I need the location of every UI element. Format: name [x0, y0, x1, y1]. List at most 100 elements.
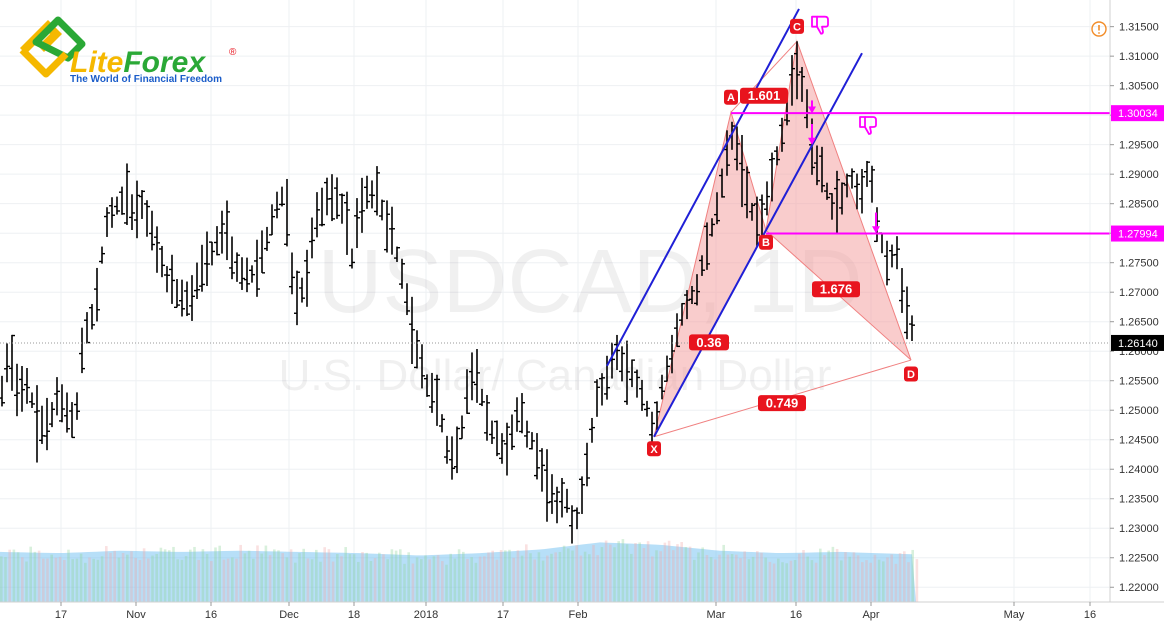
price-bar: [764, 181, 770, 216]
volume-bar: [172, 546, 175, 602]
volume-bar: [226, 558, 230, 602]
trend-channel[interactable]: [606, 8, 863, 438]
price-bar: [864, 160, 870, 187]
price-bar: [159, 245, 165, 278]
volume-bar: [701, 547, 704, 602]
price-bar: [144, 200, 150, 237]
volume-bar: [911, 549, 914, 602]
volume-bar: [445, 564, 448, 602]
price-bar: [449, 436, 455, 480]
price-bar: [454, 426, 460, 474]
price-bar: [69, 402, 75, 439]
volume-bar: [684, 546, 688, 602]
price-tick-label: 1.27500: [1119, 258, 1159, 270]
pattern-ratio-label: 0.749: [766, 396, 799, 411]
price-bar: [909, 315, 915, 341]
price-bar: [859, 168, 865, 214]
pattern-ratio-label: 1.601: [748, 88, 781, 103]
volume-bar: [499, 550, 503, 602]
volume-bar: [541, 560, 545, 602]
price-bar: [104, 207, 110, 237]
price-bar: [319, 187, 325, 227]
volume-bar: [478, 556, 482, 602]
volume-bar: [0, 556, 3, 602]
liteforex-logo: LiteForex ® The World of Financial Freed…: [19, 16, 237, 85]
price-bar: [744, 166, 750, 219]
volume-bar: [231, 557, 234, 602]
pattern-point-b: B: [759, 234, 773, 250]
price-bar: [574, 507, 580, 530]
alert-icon[interactable]: [1091, 21, 1107, 37]
price-bar: [469, 352, 475, 401]
price-bar: [734, 126, 740, 171]
volume-bar: [877, 559, 881, 602]
price-bar: [774, 146, 780, 166]
price-bars: [0, 41, 915, 544]
time-tick-label: May: [1004, 609, 1025, 621]
price-bar: [639, 379, 645, 411]
volume-bar: [848, 556, 851, 602]
volume-bar: [705, 555, 709, 602]
volume-bar: [487, 552, 490, 602]
horizontal-levels[interactable]: [0, 112, 1110, 344]
volume-bar: [743, 551, 746, 602]
volume-bar: [327, 549, 331, 602]
price-bar: [394, 246, 400, 262]
volume-bar: [268, 555, 272, 602]
price-bar: [479, 388, 485, 407]
volume-bar: [441, 561, 444, 602]
price-bar: [714, 192, 720, 225]
price-bar: [244, 257, 250, 293]
price-axis[interactable]: 1.315001.310001.305001.300001.295001.290…: [1109, 0, 1164, 635]
volume-bar: [348, 554, 352, 602]
volume-bar: [898, 553, 902, 602]
price-bar: [534, 433, 540, 480]
price-bar: [374, 166, 380, 216]
time-tick-label: 16: [790, 609, 802, 621]
level-price-tag: 1.27994: [1111, 225, 1164, 242]
volume-bar: [718, 554, 721, 602]
volume-bar: [617, 541, 620, 602]
volume-bar: [907, 562, 910, 602]
price-tick-label: 1.23500: [1119, 494, 1159, 506]
volume-bar: [831, 546, 835, 602]
volume-bar: [915, 559, 919, 602]
price-bar: [169, 254, 175, 304]
price-bar: [444, 435, 450, 464]
volume-bar: [394, 550, 398, 602]
price-bar: [684, 290, 690, 320]
price-bar: [224, 200, 230, 261]
volume-bar: [58, 556, 62, 602]
volume-bar: [865, 560, 868, 602]
time-tick-label: 17: [497, 609, 509, 621]
time-tick-label: 17: [55, 609, 67, 621]
volume-bar: [4, 557, 7, 602]
volume-bar: [693, 559, 696, 602]
price-bar: [99, 246, 105, 264]
price-bar: [509, 414, 515, 450]
price-bar: [644, 400, 650, 417]
time-axis[interactable]: 17 Nov 16 Dec 18 2018 17 Feb Mar 16 Apr May 16: [0, 601, 1164, 635]
volume-bar: [550, 553, 553, 602]
volume-bar: [315, 549, 318, 602]
price-bar: [419, 344, 425, 389]
price-bar: [354, 198, 360, 249]
volume-bar: [46, 558, 49, 602]
volume-bar: [823, 555, 826, 602]
price-bar: [379, 199, 385, 221]
price-bar: [214, 226, 220, 256]
volume-bar: [697, 552, 700, 602]
volume-bar: [340, 556, 343, 602]
thumbs-down-icon: [859, 116, 877, 135]
price-bar: [64, 392, 70, 433]
volume-bar: [109, 552, 112, 602]
volume-bar: [810, 560, 814, 602]
volume-bar: [256, 545, 259, 602]
volume-bar: [243, 553, 247, 602]
volume-bar: [835, 548, 839, 602]
price-bar: [664, 355, 670, 382]
price-bar: [674, 313, 680, 348]
volume-bar: [890, 554, 893, 602]
volume-bar: [382, 554, 385, 602]
